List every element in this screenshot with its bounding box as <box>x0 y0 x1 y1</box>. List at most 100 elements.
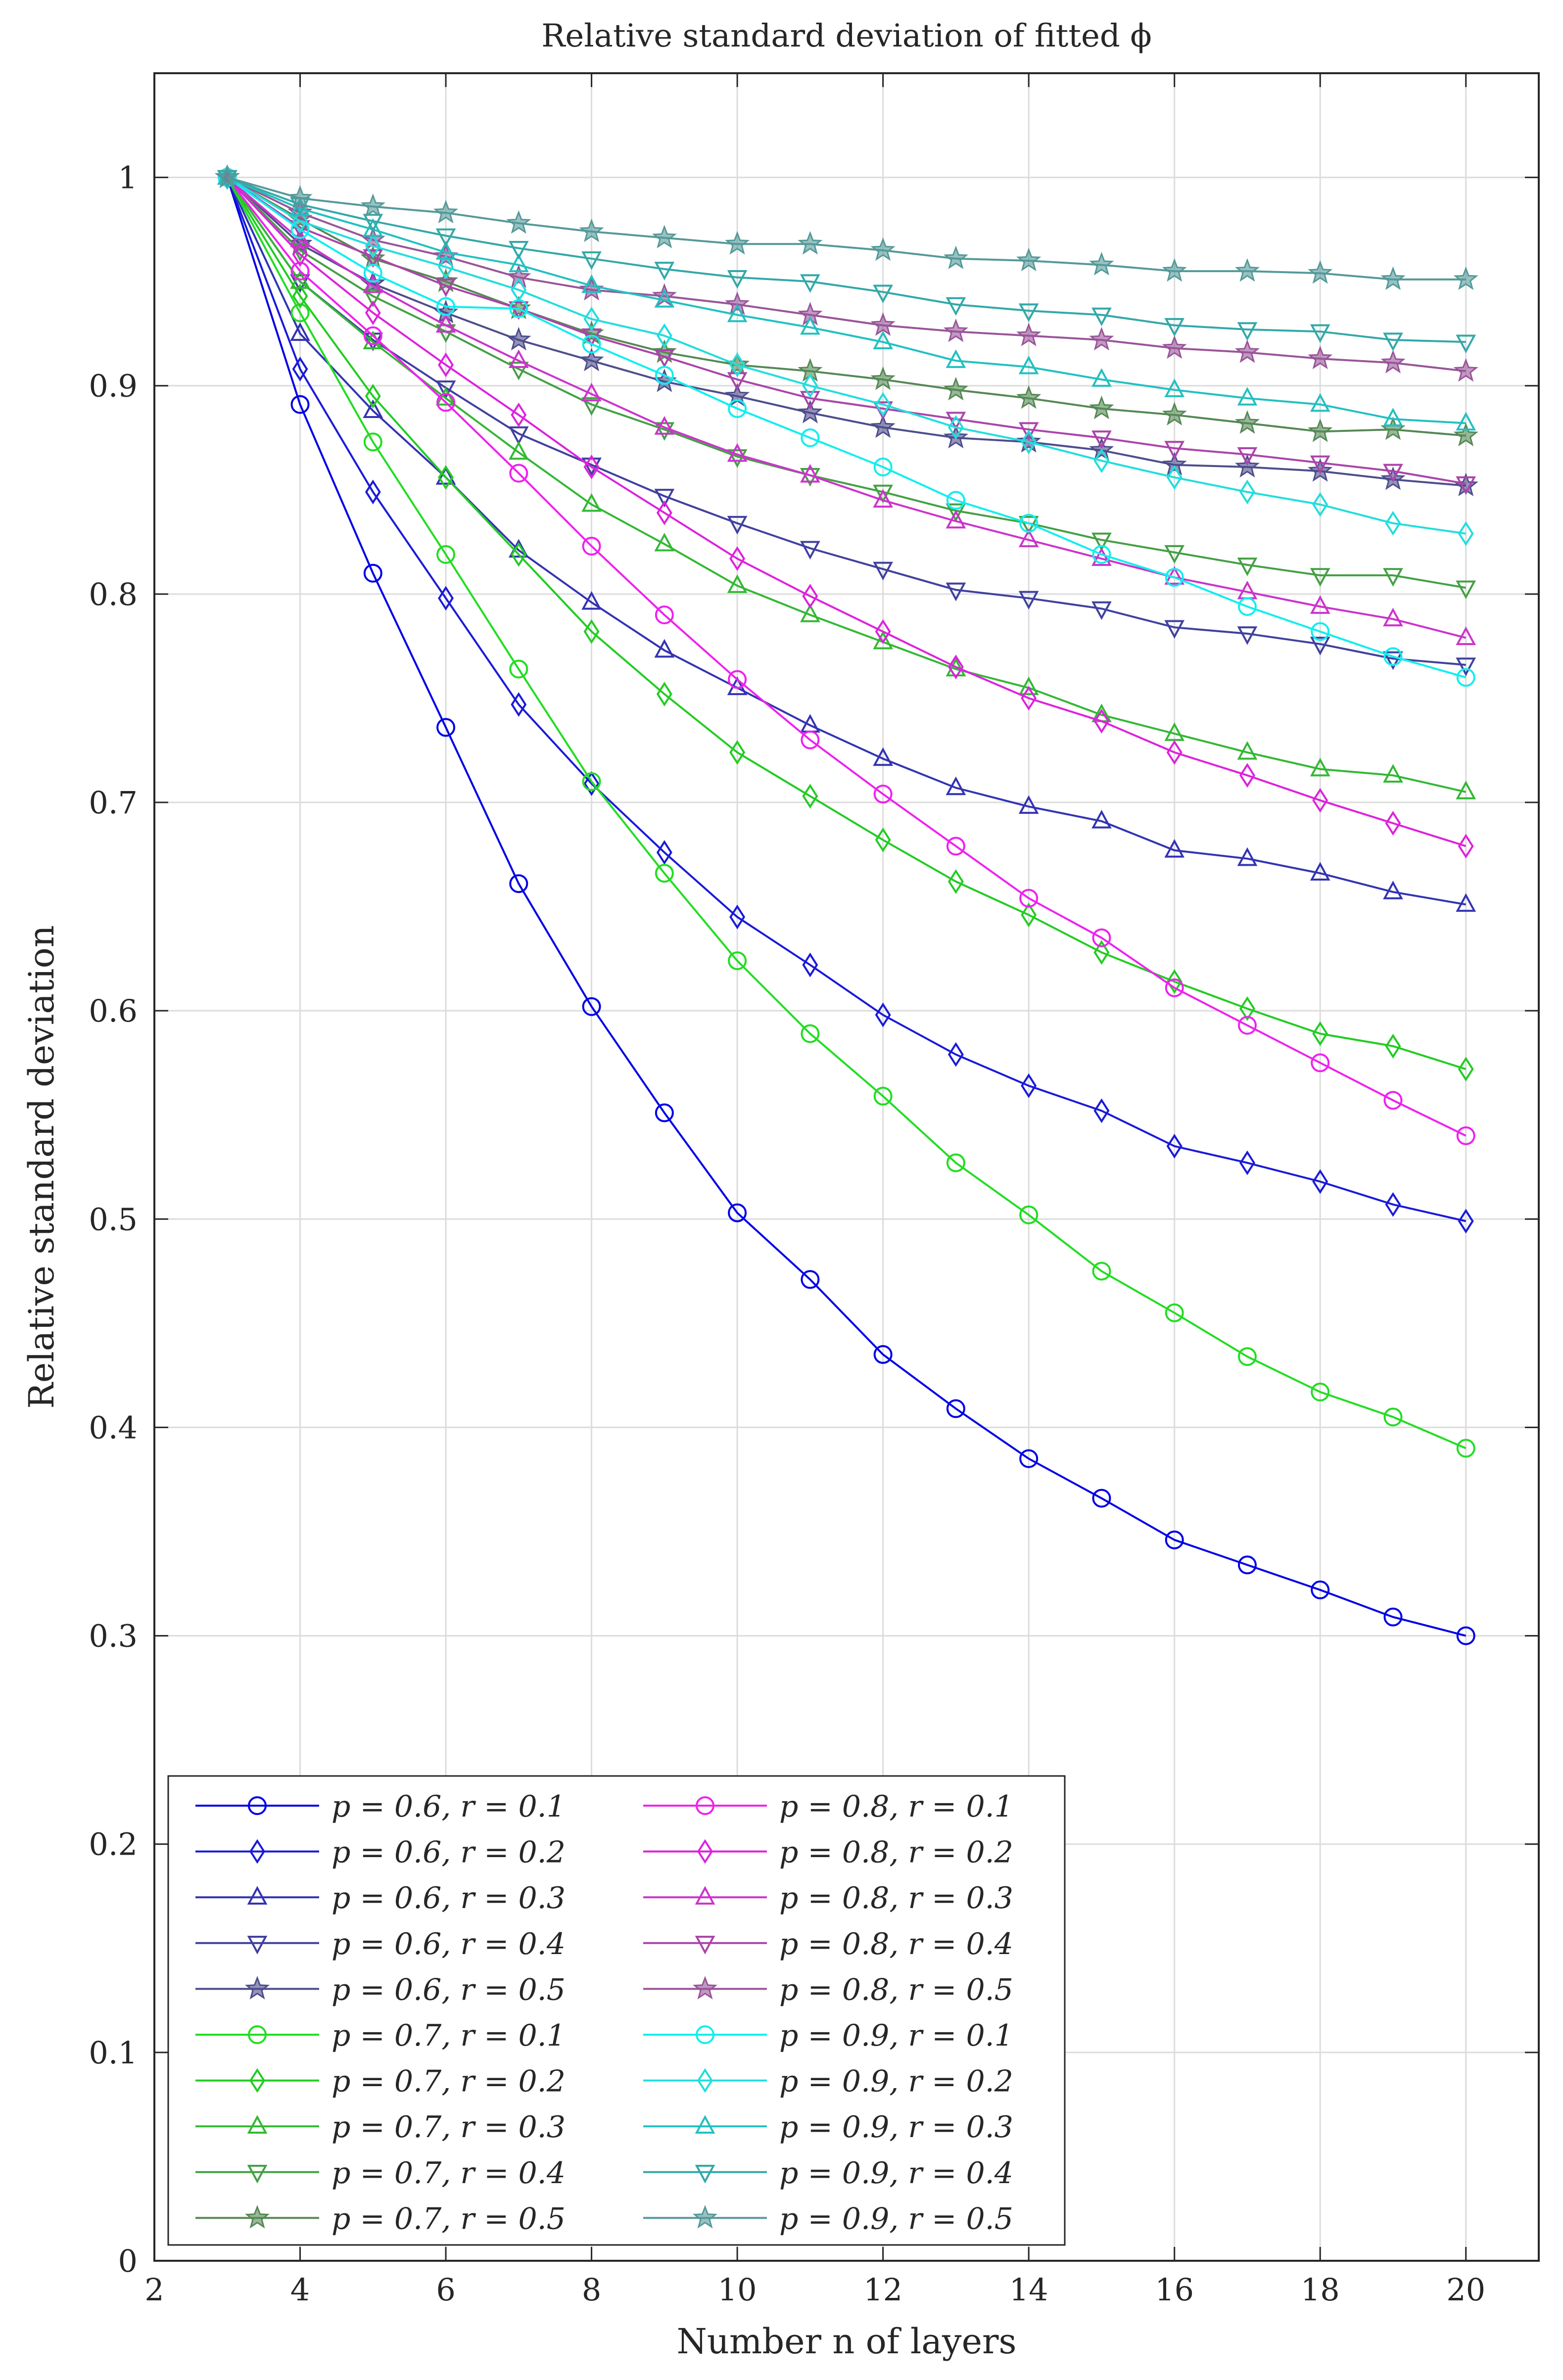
data-point <box>1237 597 1257 616</box>
data-point <box>363 218 383 237</box>
data-point <box>1312 492 1328 517</box>
data-point <box>1456 1439 1475 1458</box>
data-point <box>727 372 748 391</box>
legend-marker <box>248 1796 267 1815</box>
x-tick-label: 12 <box>863 2272 902 2308</box>
data-point <box>435 314 456 333</box>
series-line <box>226 177 1467 847</box>
data-point <box>1380 350 1406 373</box>
y-axis-label: Relative standard deviation <box>21 925 62 1409</box>
data-point <box>727 270 748 289</box>
legend-marker <box>697 1839 713 1864</box>
data-point <box>1093 940 1110 965</box>
y-tick-label: 0.3 <box>89 1618 138 1654</box>
data-point <box>215 164 240 188</box>
legend: p = 0.6, r = 0.1 p = 0.6, r = 0.2 p = 0.6,… <box>167 1775 1066 2246</box>
data-point <box>870 414 896 438</box>
series-20 <box>215 164 1478 290</box>
y-tick-label: 0.4 <box>89 1409 138 1446</box>
data-point <box>1165 568 1184 587</box>
x-tick-label: 20 <box>1446 2272 1485 2308</box>
legend-label: p = 0.8, r = 0.1 <box>779 1789 1013 1824</box>
data-point <box>1385 1192 1401 1217</box>
data-point <box>800 316 820 335</box>
data-point <box>1092 1489 1111 1508</box>
data-point <box>1165 1530 1184 1549</box>
data-point <box>870 312 896 336</box>
data-point <box>1092 1261 1111 1281</box>
data-point <box>1234 410 1260 434</box>
data-point <box>656 682 672 706</box>
data-point <box>1310 393 1330 412</box>
data-point <box>509 464 528 483</box>
data-point <box>579 347 604 372</box>
legend-label: p = 0.9, r = 0.5 <box>779 2201 1013 2236</box>
series-16 <box>218 168 1475 687</box>
data-point <box>802 373 818 398</box>
data-point <box>1018 795 1039 814</box>
legend-marker <box>695 2115 715 2134</box>
y-tick-label: 0.6 <box>89 993 138 1029</box>
data-point <box>1237 447 1258 466</box>
series-2 <box>219 165 1474 1234</box>
data-point <box>1021 686 1037 711</box>
data-point <box>875 1002 891 1027</box>
data-point <box>365 300 381 326</box>
data-point <box>363 249 383 268</box>
data-point <box>290 274 310 293</box>
legend-label: p = 0.7, r = 0.2 <box>332 2064 566 2099</box>
legend-entry: p = 0.8, r = 0.1 <box>643 1789 1013 1824</box>
data-point <box>728 399 747 419</box>
data-point <box>436 545 456 564</box>
data-point <box>511 402 527 427</box>
data-point <box>435 466 456 485</box>
data-point <box>656 500 672 525</box>
data-point <box>946 503 966 522</box>
data-point <box>800 274 820 293</box>
data-point <box>1385 1033 1401 1059</box>
data-point <box>290 262 310 281</box>
data-point <box>1093 708 1110 734</box>
data-point <box>509 874 528 893</box>
series-line <box>226 177 1467 1071</box>
data-point <box>1166 465 1183 490</box>
data-point <box>1021 429 1037 455</box>
series-18 <box>217 166 1476 431</box>
legend-entry: p = 0.9, r = 0.2 <box>643 2064 1013 2099</box>
data-point <box>1456 1626 1475 1645</box>
series-6 <box>218 168 1475 1458</box>
data-point <box>1021 1073 1037 1098</box>
data-point <box>1311 1580 1330 1599</box>
data-point <box>1237 741 1258 760</box>
legend-label: p = 0.9, r = 0.1 <box>779 2018 1013 2053</box>
data-point <box>506 327 531 351</box>
legend-marker <box>248 2025 267 2044</box>
data-point <box>1383 607 1403 627</box>
data-point <box>581 457 602 476</box>
data-point <box>1165 1303 1184 1322</box>
series-line <box>226 177 1467 906</box>
y-tick-label: 0.9 <box>89 368 138 404</box>
series-7 <box>219 165 1474 1082</box>
data-point <box>1310 637 1330 655</box>
data-point <box>290 322 310 341</box>
data-point <box>943 376 968 401</box>
data-point <box>801 1024 820 1043</box>
data-point <box>1016 247 1042 272</box>
data-point <box>511 278 527 302</box>
data-point <box>583 306 600 331</box>
y-tick-label: 0.1 <box>89 2035 138 2071</box>
legend-label: p = 0.7, r = 0.3 <box>332 2110 566 2145</box>
data-point <box>433 199 459 224</box>
series-layer <box>215 164 1478 1645</box>
data-point <box>1310 595 1330 614</box>
legend-label: p = 0.7, r = 0.1 <box>332 2018 566 2053</box>
data-point <box>582 997 601 1016</box>
data-point <box>801 730 820 749</box>
data-point <box>655 1103 674 1122</box>
data-point <box>654 489 675 508</box>
y-tick-label: 0.5 <box>89 1201 138 1237</box>
series-line <box>226 177 1467 1137</box>
data-point <box>1308 260 1333 284</box>
